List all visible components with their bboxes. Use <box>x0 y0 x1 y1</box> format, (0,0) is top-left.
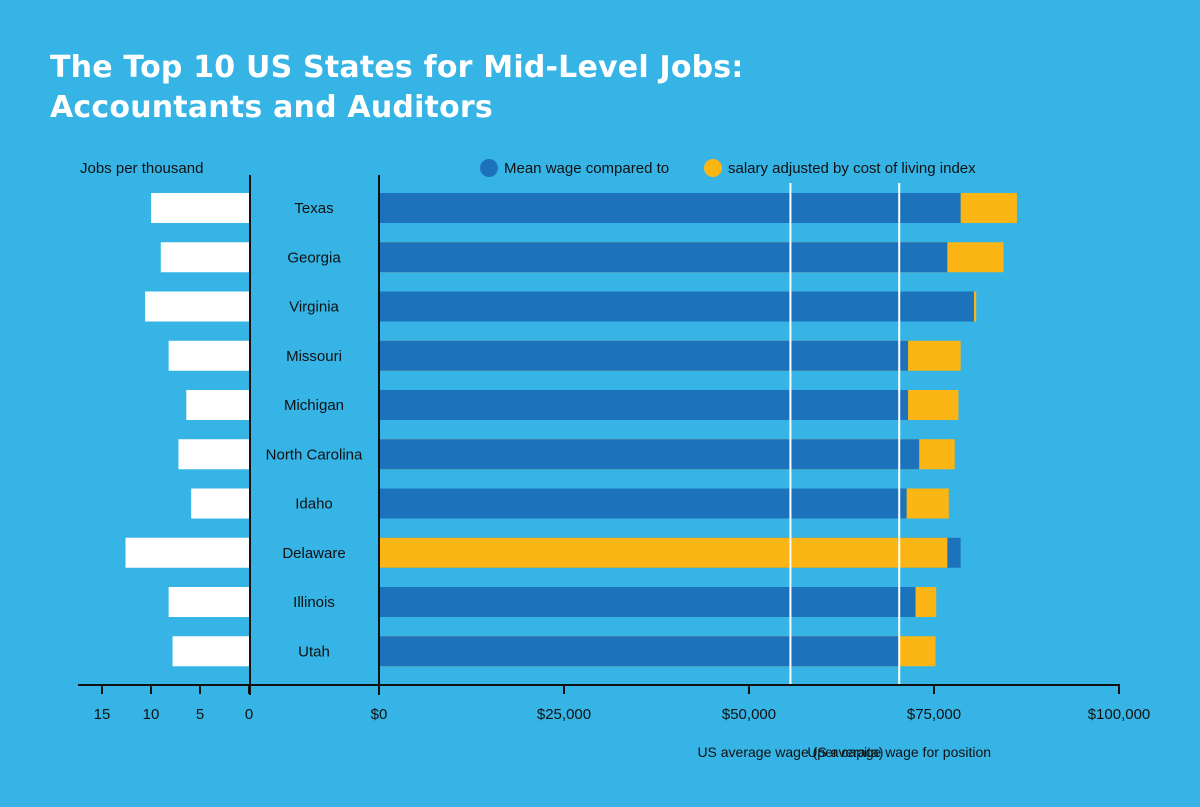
legend-mean-label: Mean wage compared to <box>504 160 669 177</box>
chart-title: The Top 10 US States for Mid-Level Jobs:… <box>50 48 744 128</box>
jobs-bar-georgia <box>160 242 249 273</box>
jobs-per-thousand-panel: Jobs per thousand <box>80 160 203 177</box>
state-label-idaho: Idaho <box>295 496 333 513</box>
jobs-tick-label-5: 5 <box>196 706 204 723</box>
jobs-bar-illinois <box>168 587 249 617</box>
jobs-tick-label-0: 0 <box>245 706 253 723</box>
state-label-utah: Utah <box>298 643 330 660</box>
mean-wage-bar-illinois <box>379 587 916 617</box>
mean-wage-bar-idaho <box>379 488 907 519</box>
state-label-michigan: Michigan <box>284 397 344 414</box>
jobs-tick-label-10: 10 <box>143 706 160 723</box>
reference-lines: US average wage (per capita)US average w… <box>697 183 991 760</box>
wage-tick-label-100000: $100,000 <box>1088 706 1151 723</box>
jobs-bar-missouri <box>168 340 249 371</box>
jobs-bar-delaware <box>125 537 249 568</box>
wage-bars <box>379 193 1017 667</box>
mean-wage-bar-virginia <box>379 291 974 322</box>
legend-mean-swatch <box>480 159 498 177</box>
mean-wage-bar-utah <box>379 636 900 667</box>
jobs-bars <box>125 193 249 667</box>
wage-tick-label-25000: $25,000 <box>537 706 591 723</box>
state-label-delaware: Delaware <box>282 545 345 562</box>
chart-title-line-1: The Top 10 US States for Mid-Level Jobs: <box>50 50 744 85</box>
wage-tick-label-50000: $50,000 <box>722 706 776 723</box>
jobs-tick-label-15: 15 <box>94 706 111 723</box>
legend-adjusted-label: salary adjusted by cost of living index <box>728 160 976 177</box>
jobs-bar-north-carolina <box>178 439 249 470</box>
mean-wage-bar-texas <box>379 193 961 223</box>
adjusted-wage-bar-delaware <box>379 537 948 568</box>
state-label-georgia: Georgia <box>287 249 341 266</box>
mean-wage-bar-missouri <box>379 340 909 371</box>
jobs-bar-virginia <box>145 291 249 322</box>
state-label-missouri: Missouri <box>286 348 342 365</box>
wage-tick-label-0: $0 <box>371 706 388 723</box>
state-label-illinois: Illinois <box>293 594 335 611</box>
jobs-per-thousand-label: Jobs per thousand <box>80 160 203 177</box>
reference-line-label-2: US average wage for position <box>807 744 991 760</box>
state-labels: Texas Georgia Virginia Missouri Michigan Nort… <box>266 200 363 660</box>
mean-wage-bar-georgia <box>379 242 948 273</box>
legend-adjusted-swatch <box>704 159 722 177</box>
state-label-texas: Texas <box>294 200 333 217</box>
state-label-north-carolina: North Carolina <box>266 446 363 463</box>
state-label-virginia: Virginia <box>289 299 339 316</box>
reference-line-label-1: US average wage (per capita) <box>697 744 883 760</box>
jobs-bar-utah <box>172 636 249 667</box>
legend: Mean wage compared to salary adjusted by… <box>480 159 976 177</box>
axes: 15 10 5 0 $0 $25,000 $50,000 $75,000 $100,000 <box>78 175 1150 723</box>
mean-wage-bar-michigan <box>379 390 909 420</box>
jobs-bar-texas <box>151 193 249 223</box>
jobs-bar-idaho <box>191 488 249 519</box>
jobs-bar-michigan <box>186 390 249 420</box>
mean-wage-bar-north-carolina <box>379 439 920 470</box>
wage-tick-label-75000: $75,000 <box>907 706 961 723</box>
chart-title-line-2: Accountants and Auditors <box>50 90 493 125</box>
